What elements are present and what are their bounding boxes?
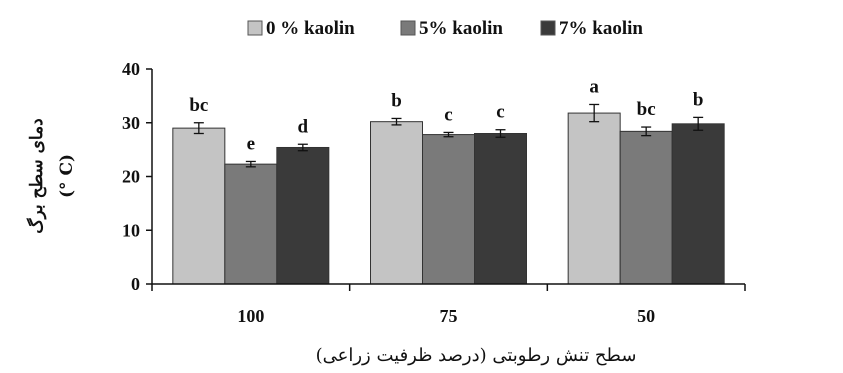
significance-letter-2-1: c [496,102,504,123]
x-tick-label-1: 75 [440,306,458,326]
y-tick-label-3: 30 [122,113,140,133]
legend-swatch-1 [401,21,415,35]
legend-label-0: 0 % kaolin [266,18,355,39]
y-tick-label-1: 10 [122,220,140,240]
y-axis-unit: (° C) [57,154,77,198]
x-tick-label-2: 50 [637,306,655,326]
legend-item-1: 5% kaolin [401,18,503,39]
x-axis-title: سطح تنش رطوبتی (درصد ظرفیت زراعی) [316,345,637,366]
bar-2-2 [672,124,724,284]
legend-item-0: 0 % kaolin [248,18,355,39]
legend-swatch-2 [541,21,555,35]
bar-1-0 [225,164,277,284]
bar-2-0 [277,147,329,284]
x-axis-ticks: 100 75 50 [152,284,745,326]
bar-0-1 [371,122,423,284]
significance-letter-0-1: b [391,90,402,111]
bar-1-1 [423,135,475,284]
significance-letter-0-2: a [589,76,599,97]
significance-letter-0-0: bc [189,95,208,116]
bar-0-0 [173,128,225,284]
y-axis-title: دمای سطح برگ [26,118,47,234]
significance-letter-2-0: d [298,116,309,137]
bar-2-1 [475,134,527,285]
significance-letter-1-2: bc [637,99,656,120]
y-tick-label-2: 20 [122,167,140,187]
legend-swatch-0 [248,21,262,35]
legend-label-2: 7% kaolin [559,18,643,39]
legend-item-2: 7% kaolin [541,18,643,39]
significance-letter-1-1: c [444,104,452,125]
y-axis-ticks: 0 10 20 30 40 [122,59,152,294]
bars [173,113,724,284]
legend: 0 % kaolin 5% kaolin 7% kaolin [248,18,643,39]
legend-label-1: 5% kaolin [419,18,503,39]
bar-1-2 [620,131,672,284]
bar-0-2 [568,113,620,284]
y-tick-label-0: 0 [131,274,140,294]
significance-letter-2-2: b [693,89,704,110]
significance-letter-1-0: e [247,133,255,154]
y-axis-label: دمای سطح برگ (° C) [26,118,77,234]
y-tick-label-4: 40 [122,59,140,79]
x-tick-label-0: 100 [237,306,264,326]
